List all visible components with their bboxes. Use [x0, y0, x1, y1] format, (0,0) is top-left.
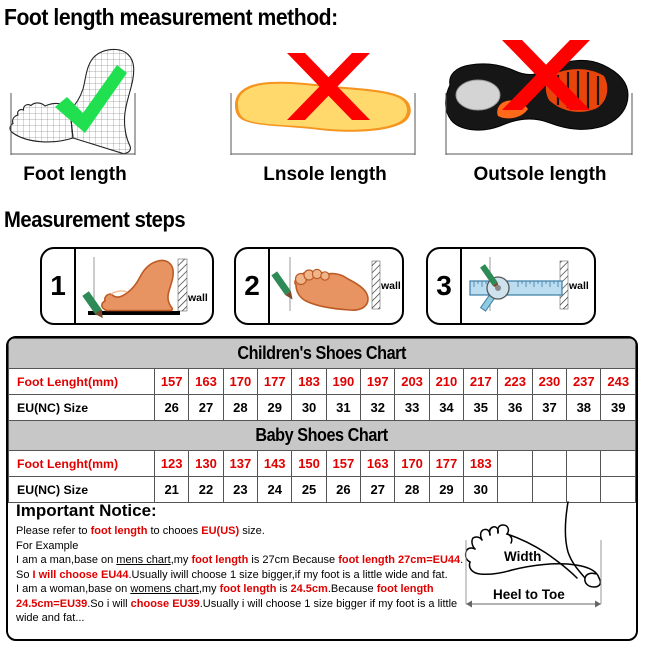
- svg-text:wall: wall: [380, 280, 401, 292]
- svg-text:wall: wall: [568, 280, 589, 292]
- svg-text:wall: wall: [187, 292, 208, 304]
- svg-text:Heel to Toe: Heel to Toe: [493, 587, 565, 602]
- svg-text:Width: Width: [504, 549, 541, 564]
